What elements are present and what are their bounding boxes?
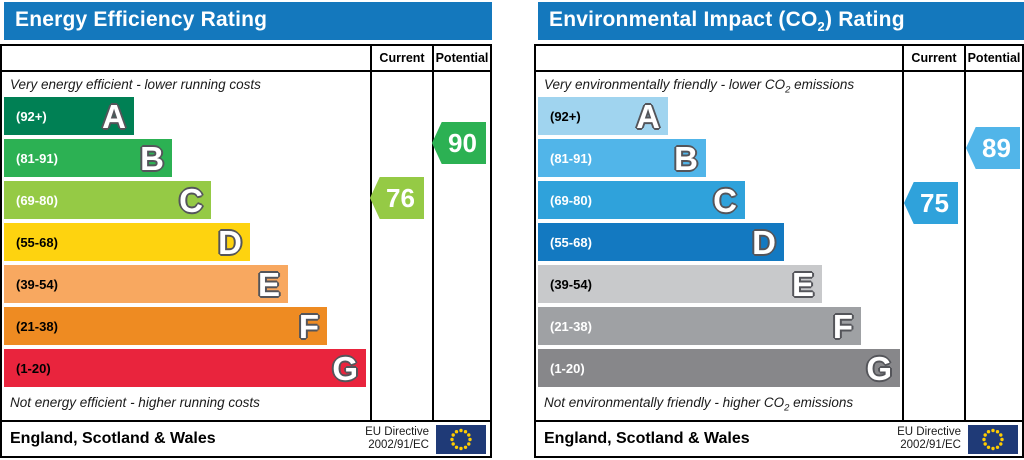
- current-rating-arrow: 75: [904, 182, 958, 224]
- rating-band: (55-68) D: [538, 223, 784, 261]
- potential-column-divider: [964, 72, 1022, 422]
- potential-column-divider: [432, 72, 490, 422]
- band-range-label: (81-91): [550, 150, 592, 166]
- energy-efficiency-panel: Energy Efficiency Rating Current Potenti…: [0, 0, 492, 460]
- potential-rating-value: 90: [448, 127, 477, 158]
- rating-band: (92+) A: [4, 97, 134, 135]
- rating-band: (1-20) G: [538, 349, 900, 387]
- band-range-label: (81-91): [16, 150, 58, 166]
- current-rating-value: 75: [920, 187, 949, 218]
- panel-title-bar: Energy Efficiency Rating: [4, 2, 492, 40]
- column-header-potential: Potential: [432, 46, 490, 70]
- column-header-blank: [2, 46, 370, 70]
- eu-flag-icon: [968, 424, 1018, 454]
- rating-band: (39-54) E: [4, 265, 288, 303]
- panel-title-bar: Environmental Impact (CO2) Rating: [538, 2, 1024, 40]
- band-letter: F: [832, 307, 853, 345]
- band-range-label: (21-38): [16, 318, 58, 334]
- column-header-blank: [536, 46, 902, 70]
- rating-table: Current Potential Very energy efficient …: [0, 44, 492, 458]
- rating-chart-body: Very energy efficient - lower running co…: [2, 72, 490, 422]
- table-header-row: Current Potential: [536, 46, 1022, 72]
- band-range-label: (69-80): [550, 192, 592, 208]
- band-range-label: (39-54): [550, 276, 592, 292]
- band-letter: D: [752, 223, 776, 261]
- band-letter: G: [866, 349, 892, 387]
- table-footer: England, Scotland & Wales EU Directive 20…: [2, 420, 490, 456]
- rating-band: (81-91) B: [4, 139, 172, 177]
- band-range-label: (1-20): [550, 360, 585, 376]
- rating-band: (21-38) F: [538, 307, 861, 345]
- band-letter: B: [140, 139, 164, 177]
- band-range-label: (92+): [550, 108, 581, 124]
- band-letter: A: [636, 97, 660, 135]
- band-letter: C: [713, 181, 737, 219]
- environmental-impact-panel: Environmental Impact (CO2) Rating Curren…: [534, 0, 1024, 460]
- column-header-current: Current: [370, 46, 432, 70]
- band-letter: E: [791, 265, 814, 303]
- caption-top: Very environmentally friendly - lower CO…: [544, 77, 855, 96]
- rating-band: (69-80) C: [4, 181, 211, 219]
- rating-chart-body: Very environmentally friendly - lower CO…: [536, 72, 1022, 422]
- band-letter: C: [179, 181, 203, 219]
- rating-table: Current Potential Very environmentally f…: [534, 44, 1024, 458]
- table-footer: England, Scotland & Wales EU Directive 20…: [536, 420, 1022, 456]
- table-header-row: Current Potential: [2, 46, 490, 72]
- band-range-label: (39-54): [16, 276, 58, 292]
- potential-rating-value: 89: [982, 132, 1011, 163]
- caption-top: Very energy efficient - lower running co…: [10, 77, 261, 92]
- rating-bands: (92+) A (81-91) B (69-80) C: [538, 97, 900, 391]
- panel-title: Energy Efficiency Rating: [15, 7, 268, 31]
- eu-directive-label: EU Directive 2002/91/EC: [365, 425, 429, 451]
- band-letter: D: [218, 223, 242, 261]
- rating-band: (55-68) D: [4, 223, 250, 261]
- band-letter: F: [298, 307, 319, 345]
- rating-band: (81-91) B: [538, 139, 706, 177]
- current-column-divider: [902, 72, 964, 422]
- band-range-label: (21-38): [550, 318, 592, 334]
- band-range-label: (92+): [16, 108, 47, 124]
- band-range-label: (55-68): [550, 234, 592, 250]
- current-rating-value: 76: [386, 182, 415, 213]
- eu-directive-label: EU Directive 2002/91/EC: [897, 425, 961, 451]
- column-header-potential: Potential: [964, 46, 1022, 70]
- band-letter: B: [674, 139, 698, 177]
- rating-band: (92+) A: [538, 97, 668, 135]
- current-rating-arrow: 76: [370, 177, 424, 219]
- rating-bands: (92+) A (81-91) B (69-80) C: [4, 97, 366, 391]
- rating-band: (39-54) E: [538, 265, 822, 303]
- rating-band: (1-20) G: [4, 349, 366, 387]
- panel-title: Environmental Impact (CO2) Rating: [549, 7, 905, 35]
- current-column-divider: [370, 72, 432, 422]
- caption-bottom: Not environmentally friendly - higher CO…: [544, 395, 854, 414]
- band-range-label: (55-68): [16, 234, 58, 250]
- potential-rating-arrow: 89: [966, 127, 1020, 169]
- band-letter: G: [332, 349, 358, 387]
- band-range-label: (1-20): [16, 360, 51, 376]
- band-letter: E: [257, 265, 280, 303]
- region-label: England, Scotland & Wales: [544, 430, 750, 447]
- potential-rating-arrow: 90: [432, 122, 486, 164]
- rating-band: (21-38) F: [4, 307, 327, 345]
- column-header-current: Current: [902, 46, 964, 70]
- eu-flag-icon: [436, 424, 486, 454]
- band-letter: A: [102, 97, 126, 135]
- region-label: England, Scotland & Wales: [10, 430, 216, 447]
- caption-bottom: Not energy efficient - higher running co…: [10, 395, 260, 411]
- band-range-label: (69-80): [16, 192, 58, 208]
- rating-band: (69-80) C: [538, 181, 745, 219]
